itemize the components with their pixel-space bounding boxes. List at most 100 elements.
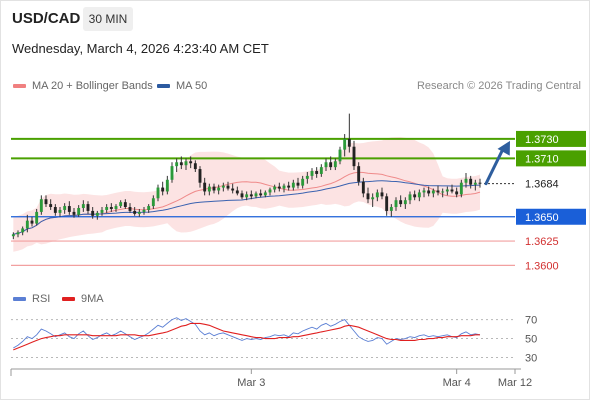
bollinger-swatch-icon bbox=[13, 84, 26, 88]
candle-body bbox=[273, 186, 277, 190]
candle-body bbox=[161, 187, 165, 192]
candle-body bbox=[399, 200, 403, 205]
candle-body bbox=[207, 186, 211, 192]
candle-body bbox=[128, 207, 132, 211]
candle-body bbox=[254, 193, 258, 197]
candle-body bbox=[35, 211, 39, 224]
candle-body bbox=[11, 234, 15, 237]
candle-body bbox=[329, 162, 333, 168]
candle-body bbox=[44, 199, 48, 205]
legend-rsi-label: RSI bbox=[32, 293, 51, 305]
candle-body bbox=[347, 138, 351, 147]
legend-ma50-label: MA 50 bbox=[176, 80, 208, 92]
rsi-tick-label: 30 bbox=[525, 353, 537, 365]
candle-body bbox=[478, 182, 482, 184]
candle-body bbox=[427, 190, 431, 194]
candle-body bbox=[319, 167, 323, 174]
candle-body bbox=[240, 193, 244, 198]
candle-body bbox=[212, 186, 216, 191]
pivot-tag bbox=[516, 208, 586, 225]
candle-body bbox=[137, 211, 141, 214]
legend-rsi-ma: 9MA bbox=[62, 293, 104, 305]
support-label: 1.3600 bbox=[525, 260, 559, 272]
candle-body bbox=[109, 207, 113, 209]
candle-body bbox=[277, 186, 281, 189]
candle-body bbox=[352, 146, 356, 167]
timeframe-button[interactable]: 30 MIN bbox=[83, 7, 133, 31]
candle-body bbox=[445, 189, 449, 192]
candle-body bbox=[357, 166, 361, 182]
candle-body bbox=[21, 228, 25, 233]
candle-body bbox=[58, 209, 62, 213]
legend-ma50: MA 50 bbox=[157, 80, 207, 92]
target-label: 1.3710 bbox=[525, 153, 559, 165]
last-price-tag bbox=[516, 175, 586, 192]
candle-body bbox=[343, 138, 347, 150]
candle-body bbox=[231, 188, 235, 191]
candle-body bbox=[53, 207, 57, 213]
candle-body bbox=[235, 190, 239, 194]
candle-body bbox=[375, 192, 379, 198]
candle-body bbox=[16, 232, 20, 235]
candle-body bbox=[301, 178, 305, 186]
candle-body bbox=[315, 171, 319, 174]
rsi-tick-label: 50 bbox=[525, 334, 537, 346]
candle-body bbox=[366, 193, 370, 200]
candle-body bbox=[105, 207, 109, 210]
candle-body bbox=[170, 166, 174, 180]
candle-body bbox=[184, 161, 188, 166]
candle-body bbox=[133, 210, 137, 214]
candle-body bbox=[287, 185, 291, 188]
candle-body bbox=[165, 179, 169, 192]
candle-body bbox=[245, 194, 249, 198]
target-label: 1.3730 bbox=[525, 134, 559, 146]
candle-body bbox=[119, 202, 123, 207]
candle-body bbox=[221, 185, 225, 188]
candle-body bbox=[459, 182, 463, 195]
candle-body bbox=[371, 197, 375, 200]
candle-body bbox=[49, 204, 53, 208]
candle-body bbox=[25, 220, 29, 229]
candle-body bbox=[403, 200, 407, 205]
legend-bollinger: MA 20 + Bollinger Bands bbox=[13, 80, 153, 92]
candle-body bbox=[203, 182, 207, 192]
forecast-arrow-shaft bbox=[484, 145, 506, 186]
candle-body bbox=[450, 189, 454, 192]
candle-body bbox=[361, 181, 365, 194]
candles-group bbox=[11, 113, 482, 240]
candle-body bbox=[249, 194, 253, 197]
candle-body bbox=[380, 192, 384, 197]
datetime-label: Wednesday, March 4, 2026 4:23:40 AM CET bbox=[12, 41, 269, 56]
candle-body bbox=[408, 194, 412, 201]
candle-body bbox=[413, 194, 417, 198]
candle-body bbox=[385, 196, 389, 211]
candle-body bbox=[81, 204, 85, 208]
candle-body bbox=[147, 206, 151, 210]
candle-body bbox=[142, 209, 146, 212]
candle-body bbox=[100, 209, 104, 213]
pivot-label: 1.3650 bbox=[525, 212, 559, 224]
candle-body bbox=[77, 208, 81, 215]
candle-body bbox=[431, 190, 435, 194]
legend-rsi: RSI bbox=[13, 293, 50, 305]
candle-body bbox=[473, 182, 477, 185]
candle-body bbox=[175, 162, 179, 167]
candle-body bbox=[63, 206, 67, 210]
candle-body bbox=[156, 187, 160, 199]
level-lines-group: 1.3730 1.3710 1.3684 1.3650 1.3625 1.3600 bbox=[11, 130, 586, 272]
candle-body bbox=[86, 204, 90, 211]
candle-body bbox=[394, 200, 398, 208]
candle-body bbox=[91, 210, 95, 216]
rsi-swatch-icon bbox=[13, 297, 26, 301]
x-tick-label: Mar 12 bbox=[498, 377, 532, 389]
candle-body bbox=[198, 169, 202, 183]
target-tag bbox=[516, 150, 586, 167]
support-label: 1.3625 bbox=[525, 236, 559, 248]
candle-body bbox=[291, 182, 295, 188]
last-price-label: 1.3684 bbox=[525, 179, 559, 191]
candle-body bbox=[259, 193, 263, 196]
rsi-series-9ma bbox=[13, 322, 480, 351]
candle-body bbox=[95, 212, 99, 216]
candle-body bbox=[268, 189, 272, 193]
x-tick-label: Mar 3 bbox=[237, 377, 265, 389]
